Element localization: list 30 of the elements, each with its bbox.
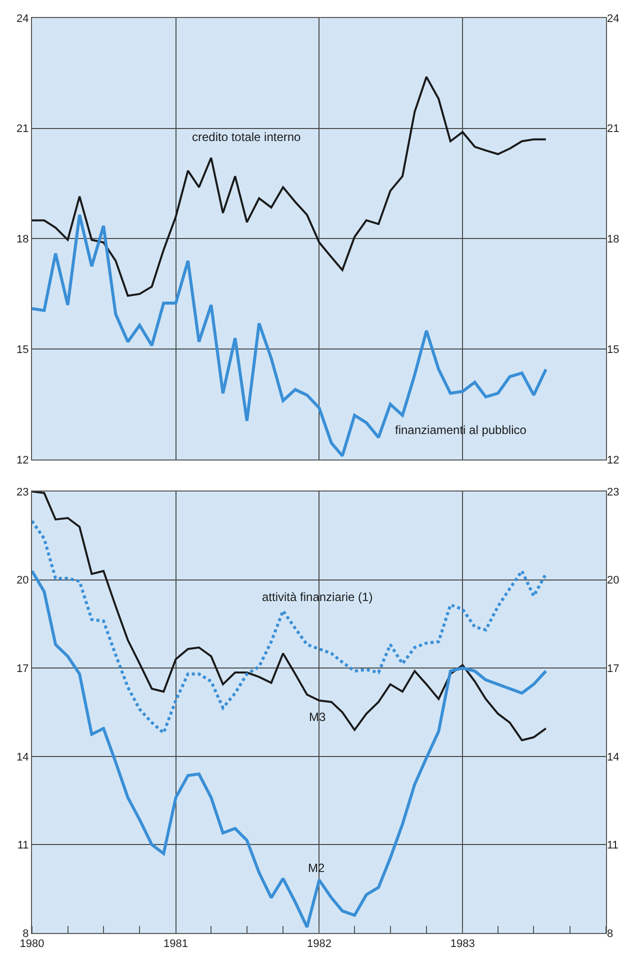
y2-tick-label: 8 (607, 928, 614, 940)
x-tick-label: 1981 (164, 938, 188, 950)
y-tick-label: 15 (16, 344, 29, 356)
y-tick-label: 14 (16, 751, 29, 764)
y2-tick-label: 21 (607, 123, 620, 136)
y-tick-label: 18 (16, 234, 29, 246)
y-tick-label: 21 (16, 123, 29, 136)
line-series (32, 76, 547, 297)
y2-tick-label: 20 (607, 574, 620, 587)
series-label: credito totale interno (192, 130, 302, 144)
y-tick-label: 8 (22, 928, 29, 940)
x-tick-label: 1983 (450, 938, 475, 950)
y2-tick-label: 15 (607, 344, 620, 356)
y-tick-label: 17 (16, 662, 29, 675)
y2-tick-label: 12 (607, 454, 620, 466)
x-tick-label: 1982 (306, 938, 332, 950)
y2-tick-label: 11 (607, 840, 618, 852)
line-series (32, 569, 548, 929)
y-tick-label: 24 (16, 12, 29, 25)
y2-tick-label: 24 (607, 12, 620, 25)
y2-tick-label: 14 (607, 751, 620, 764)
x-tick-label: 1980 (20, 938, 44, 950)
y2-tick-label: 23 (607, 486, 620, 498)
y2-tick-label: 18 (607, 234, 620, 246)
line-series (32, 213, 548, 458)
y-tick-label: 12 (16, 454, 29, 466)
y2-tick-label: 17 (607, 662, 620, 675)
y-tick-label: 20 (16, 574, 29, 587)
y-tick-label: 23 (16, 486, 29, 498)
y-tick-label: 11 (17, 840, 29, 852)
